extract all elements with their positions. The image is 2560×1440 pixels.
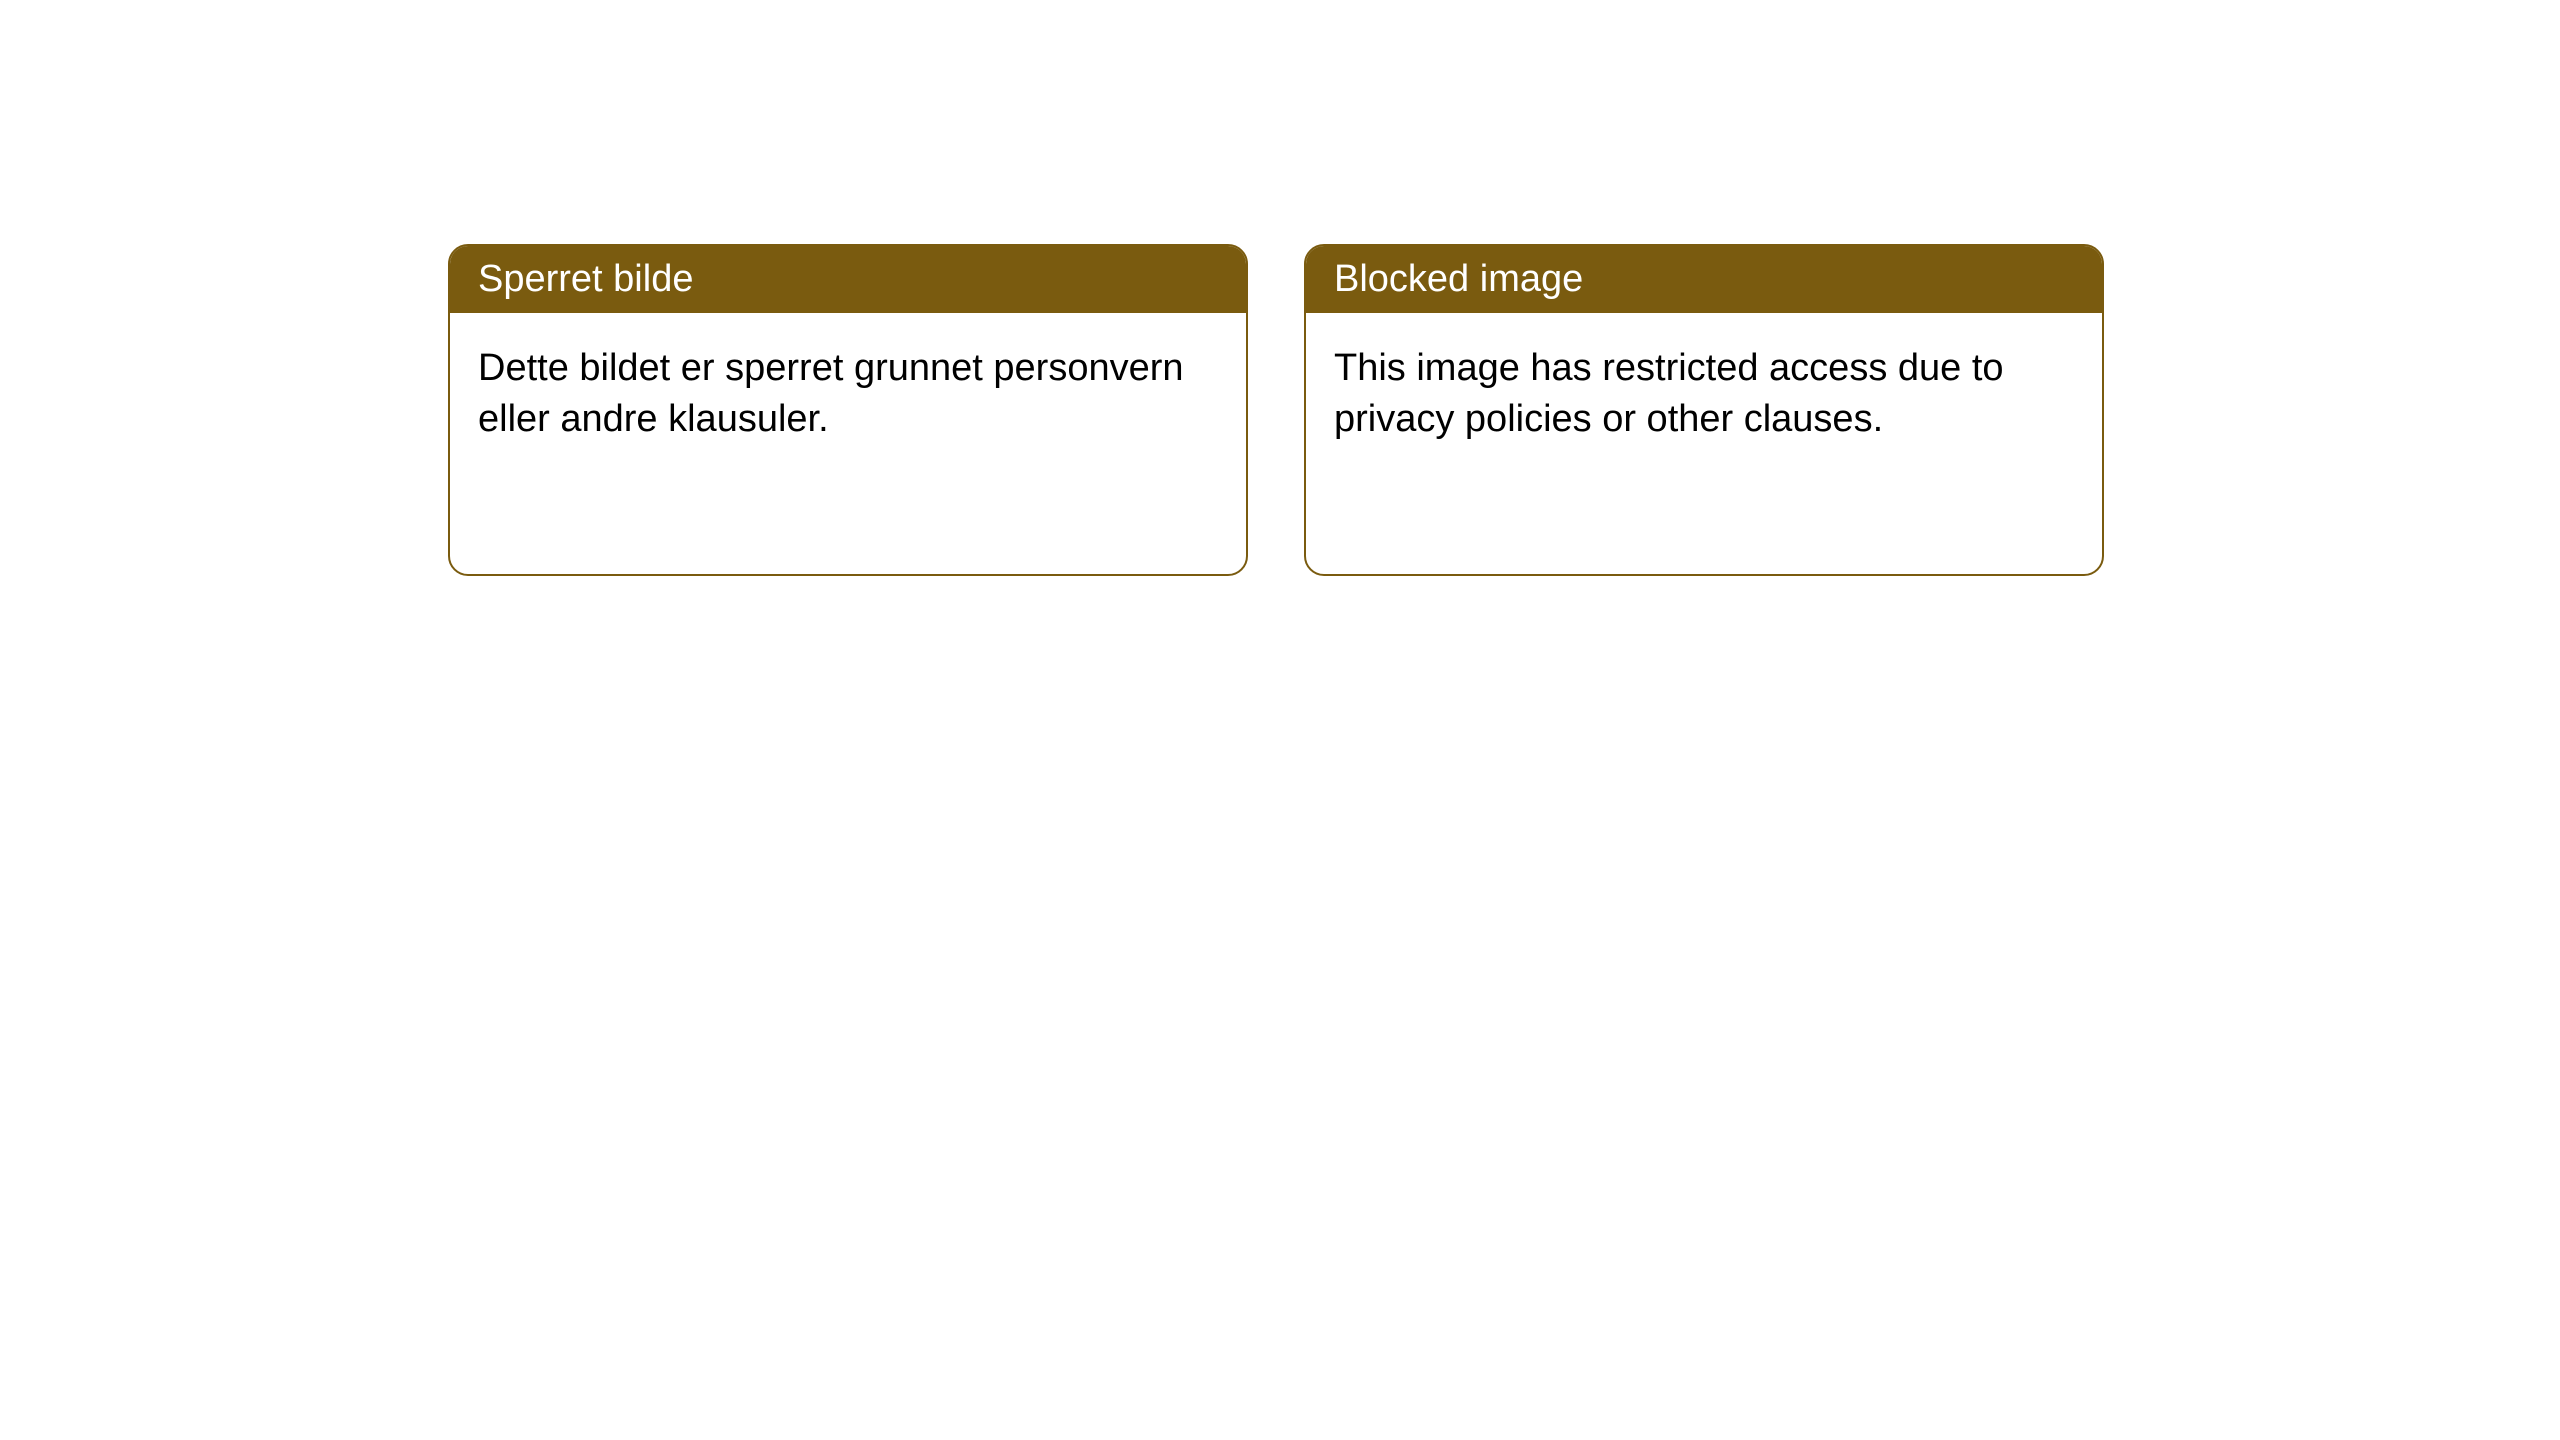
notice-container: Sperret bilde Dette bildet er sperret gr… bbox=[0, 0, 2560, 576]
card-header: Blocked image bbox=[1306, 246, 2102, 313]
card-header: Sperret bilde bbox=[450, 246, 1246, 313]
card-title: Blocked image bbox=[1334, 258, 1583, 300]
card-body: Dette bildet er sperret grunnet personve… bbox=[450, 313, 1246, 476]
card-text: This image has restricted access due to … bbox=[1334, 347, 2004, 440]
notice-card-norwegian: Sperret bilde Dette bildet er sperret gr… bbox=[448, 244, 1248, 576]
card-body: This image has restricted access due to … bbox=[1306, 313, 2102, 476]
card-text: Dette bildet er sperret grunnet personve… bbox=[478, 347, 1184, 440]
notice-card-english: Blocked image This image has restricted … bbox=[1304, 244, 2104, 576]
card-title: Sperret bilde bbox=[478, 258, 693, 300]
